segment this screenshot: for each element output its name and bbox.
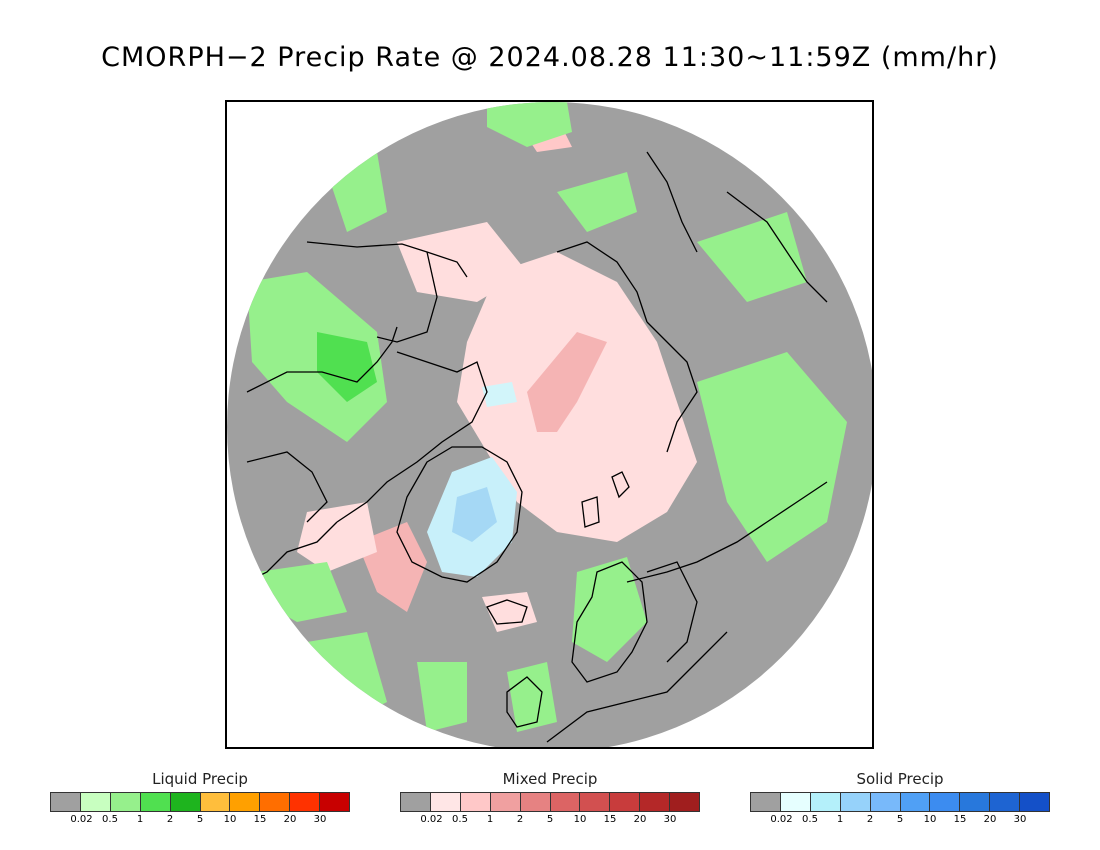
legend-swatch bbox=[51, 793, 81, 811]
legend-swatch bbox=[460, 793, 491, 811]
legend-tick-label: 1 bbox=[486, 814, 494, 825]
liquid-precip-russia-east bbox=[697, 212, 807, 302]
legend-swatch bbox=[960, 793, 991, 811]
mixed-precip-labrador bbox=[297, 502, 377, 572]
legend-ticks: 0.02 0.5 1 2 5 10 15 20 30 bbox=[50, 812, 350, 826]
legend-swatch bbox=[640, 793, 671, 811]
polar-precip-map bbox=[225, 100, 874, 749]
liquid-precip-europe-russia bbox=[697, 352, 847, 562]
legend-tick-label: 0.02 bbox=[770, 814, 793, 825]
legend-colorbar bbox=[400, 792, 700, 812]
legend-tick-label: 30 bbox=[313, 814, 327, 825]
legend-tick-label: 0.5 bbox=[102, 814, 118, 825]
legend-swatch bbox=[1020, 793, 1050, 811]
mixed-precip-north-america bbox=[397, 222, 527, 302]
legend-tick-label: 10 bbox=[923, 814, 937, 825]
liquid-precip-atlantic-south bbox=[417, 662, 467, 732]
liquid-precip-scandinavia bbox=[572, 557, 647, 662]
legend-swatch bbox=[320, 793, 350, 811]
legend-swatch bbox=[751, 793, 781, 811]
legend-tick-label: 10 bbox=[573, 814, 587, 825]
legend-liquid-precip: Liquid Precip 0.02 0.5 1 2 5 10 15 20 30 bbox=[50, 770, 350, 826]
legend-title: Solid Precip bbox=[856, 770, 944, 788]
legend-swatch bbox=[610, 793, 641, 811]
legend-colorbar bbox=[50, 792, 350, 812]
legend-tick-label: 2 bbox=[516, 814, 524, 825]
legend-tick-label: 15 bbox=[603, 814, 617, 825]
legend-tick-label: 2 bbox=[866, 814, 874, 825]
legend-tick-label: 0.02 bbox=[420, 814, 443, 825]
map-title: CMORPH−2 Precip Rate @ 2024.08.28 11:30~… bbox=[101, 42, 999, 73]
legend-swatch bbox=[780, 793, 811, 811]
legend-swatch bbox=[401, 793, 431, 811]
mixed-precip-band-core bbox=[527, 332, 607, 432]
liquid-precip-canada-core bbox=[317, 332, 377, 402]
legend-tick-label: 0.5 bbox=[452, 814, 468, 825]
legend-swatch bbox=[430, 793, 461, 811]
liquid-precip-uk bbox=[507, 662, 557, 732]
legend-swatch bbox=[230, 793, 261, 811]
legend-swatch bbox=[110, 793, 141, 811]
legend-swatch bbox=[810, 793, 841, 811]
legend-swatch bbox=[200, 793, 231, 811]
solid-precip-greenland-core bbox=[452, 487, 497, 542]
legend-tick-label: 30 bbox=[1013, 814, 1027, 825]
legend-tick-label: 0.02 bbox=[70, 814, 93, 825]
legend-title: Mixed Precip bbox=[502, 770, 598, 788]
legend-ticks: 0.02 0.5 1 2 5 10 15 20 30 bbox=[400, 812, 700, 826]
legend-tick-label: 20 bbox=[283, 814, 297, 825]
legend-tick-label: 30 bbox=[663, 814, 677, 825]
legend-tick-label: 20 bbox=[983, 814, 997, 825]
legend-mixed-precip: Mixed Precip 0.02 0.5 1 2 5 10 15 20 30 bbox=[400, 770, 700, 826]
legend-swatch bbox=[490, 793, 521, 811]
legend-tick-label: 15 bbox=[253, 814, 267, 825]
legend-ticks: 0.02 0.5 1 2 5 10 15 20 30 bbox=[750, 812, 1050, 826]
legend-tick-label: 0.5 bbox=[802, 814, 818, 825]
legend-colorbar bbox=[750, 792, 1050, 812]
legend-tick-label: 10 bbox=[223, 814, 237, 825]
legend-tick-label: 2 bbox=[166, 814, 174, 825]
legend-swatch bbox=[140, 793, 171, 811]
legend-swatch bbox=[550, 793, 581, 811]
legend-swatch bbox=[840, 793, 871, 811]
legend-swatch bbox=[930, 793, 961, 811]
legend-swatch bbox=[80, 793, 111, 811]
legend-swatch bbox=[260, 793, 291, 811]
legend-swatch bbox=[170, 793, 201, 811]
solid-precip-ellesmere bbox=[482, 382, 517, 407]
legend-tick-label: 15 bbox=[953, 814, 967, 825]
legend-swatch bbox=[990, 793, 1021, 811]
legend-swatch bbox=[900, 793, 931, 811]
legend-swatch bbox=[870, 793, 901, 811]
legend-swatch bbox=[520, 793, 551, 811]
legend-tick-label: 20 bbox=[633, 814, 647, 825]
legend-tick-label: 1 bbox=[136, 814, 144, 825]
legend-swatch bbox=[580, 793, 611, 811]
legend-solid-precip: Solid Precip 0.02 0.5 1 2 5 10 15 20 30 bbox=[750, 770, 1050, 826]
legend-tick-label: 5 bbox=[196, 814, 204, 825]
legend-tick-label: 1 bbox=[836, 814, 844, 825]
coastlines bbox=[246, 151, 828, 743]
legend-tick-label: 5 bbox=[896, 814, 904, 825]
legend-swatch bbox=[670, 793, 700, 811]
legend-title: Liquid Precip bbox=[152, 770, 248, 788]
legend-swatch bbox=[290, 793, 321, 811]
liquid-precip-siberia-north bbox=[487, 102, 572, 147]
liquid-precip-siberia-east bbox=[557, 172, 637, 232]
legend-tick-label: 5 bbox=[546, 814, 554, 825]
